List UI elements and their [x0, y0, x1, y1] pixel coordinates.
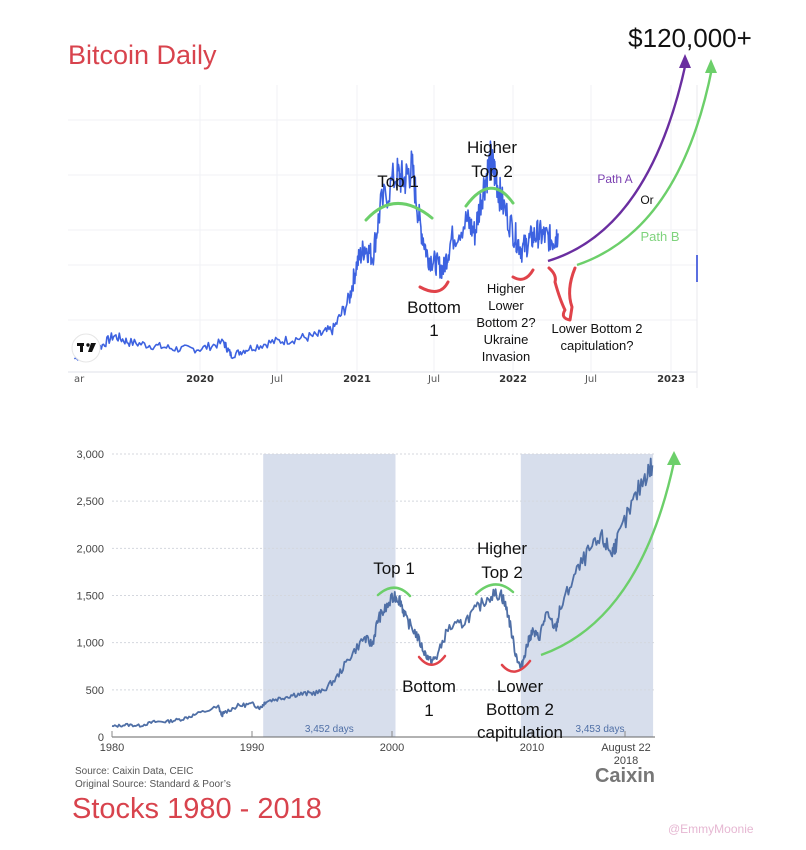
- stk-annotation-lower-bottom2-line: capitulation: [477, 723, 563, 742]
- annotation-top2: Top 2: [471, 162, 513, 181]
- annotation-bottom: Bottom: [407, 298, 461, 317]
- stk-annotation-top1: Top 1: [373, 559, 415, 578]
- stk-region-days-label: 3,453 days: [576, 724, 625, 735]
- stk-x-tick-label-year: 2018: [614, 755, 638, 767]
- annotation-bottom2-line: Invasion: [482, 349, 530, 364]
- caixin-logo: Caixin: [595, 765, 655, 787]
- bottom2-red-arc: [511, 268, 535, 281]
- stk-annotation-lower-bottom2-line: Bottom 2: [486, 700, 554, 719]
- btc-x-tick-label: ar: [74, 374, 85, 385]
- stk-price-line: [111, 457, 654, 728]
- btc-x-tick-label: 2021: [343, 374, 371, 385]
- lower-bottom2-red-squiggle: [547, 266, 577, 322]
- btc-x-tick-labels: ar 2020 Jul 2021 Jul 2022 Jul 2023: [74, 374, 685, 385]
- stk-y-tick-label: 500: [86, 685, 104, 697]
- btc-x-tick-label: 2020: [186, 374, 214, 385]
- stk-source-line: Source: Caixin Data, CEIC: [75, 766, 193, 777]
- stk-x-tick-label: 1980: [100, 742, 124, 754]
- stk-top2-green-arc: [474, 583, 515, 596]
- annotation-path-a: Path A: [597, 172, 632, 186]
- stk-annotation-top2: Top 2: [481, 563, 523, 582]
- annotation-bottom2-line: Lower: [488, 298, 524, 313]
- stk-annotation-bottom: Bottom: [402, 677, 456, 696]
- annotation-target-price: $120,000+: [628, 23, 752, 53]
- stk-green-arrow: [540, 461, 676, 657]
- annotation-bottom2-line: Ukraine: [484, 332, 529, 347]
- annotation-or: Or: [640, 193, 653, 207]
- stk-annotation-lower-bottom2-line: Lower: [497, 677, 544, 696]
- annotation-higher: Higher: [467, 138, 517, 157]
- stk-region-labels: 3,452 days 3,453 days: [305, 724, 625, 735]
- annotation-bottom2-line: Higher: [487, 281, 526, 296]
- stk-bottom2-red-arc: [500, 659, 532, 673]
- bottom1-red-arc: [418, 280, 450, 293]
- stk-y-tick-label: 2,000: [76, 543, 104, 555]
- btc-chart-title: Bitcoin Daily: [68, 40, 217, 70]
- annotation-bottom2-line: Bottom 2?: [476, 315, 535, 330]
- top2-green-arc: [464, 186, 515, 208]
- annotation-top1: Top 1: [377, 172, 419, 191]
- path-b-arrowhead-icon: [705, 59, 717, 73]
- path-b-green-arrow: [576, 67, 714, 267]
- stk-x-tick-label: 2010: [520, 742, 544, 754]
- stk-y-tick-label: 1,000: [76, 638, 104, 650]
- annotation-bottom2-ukraine: Higher Lower Bottom 2? Ukraine Invasion: [476, 281, 535, 364]
- stk-y-tick-label: 1,500: [76, 591, 104, 603]
- btc-x-tick-label: Jul: [427, 374, 440, 385]
- annotation-lower-bottom2-line: capitulation?: [561, 338, 634, 353]
- btc-x-tick-label: Jul: [270, 374, 283, 385]
- stocks-chart: 0 500 1,000 1,500 2,000 2,500 3,000 1980 1990 20…: [75, 449, 681, 790]
- stk-x-tick-label: 2000: [380, 742, 404, 754]
- btc-x-tick-label: 2023: [657, 374, 685, 385]
- stk-top1-green-arc: [376, 586, 412, 598]
- path-a-purple-arrow: [547, 61, 688, 263]
- stk-x-tick-label: August 22: [601, 742, 651, 754]
- stk-source-line: Original Source: Standard & Poor’s: [75, 779, 231, 790]
- stk-annotation-higher: Higher: [477, 539, 527, 558]
- stk-annotation-bottom-number: 1: [424, 701, 433, 720]
- stk-x-tick-label: 1990: [240, 742, 264, 754]
- top1-green-arc: [364, 202, 434, 222]
- btc-x-tick-label: 2022: [499, 374, 527, 385]
- stk-arrowhead-icon: [667, 451, 681, 465]
- path-a-arrowhead-icon: [679, 54, 691, 68]
- annotation-path-b: Path B: [640, 229, 679, 244]
- tradingview-logo-icon: [71, 333, 101, 363]
- btc-x-tick-label: Jul: [584, 374, 597, 385]
- watermark: @EmmyMoonie: [668, 822, 754, 836]
- stk-region-days-label: 3,452 days: [305, 724, 354, 735]
- annotation-lower-bottom2-line: Lower Bottom 2: [551, 321, 642, 336]
- stk-y-tick-label: 3,000: [76, 449, 104, 461]
- btc-plot-area: [68, 85, 698, 373]
- stk-annotation-lower-bottom2: Lower Bottom 2 capitulation: [477, 677, 563, 742]
- stk-chart-title: Stocks 1980 - 2018: [72, 793, 322, 825]
- annotation-lower-bottom2: Lower Bottom 2 capitulation?: [551, 321, 642, 353]
- btc-price-line: [73, 140, 559, 361]
- stk-y-tick-label: 2,500: [76, 496, 104, 508]
- stk-source-notes: Source: Caixin Data, CEIC Original Source…: [75, 766, 231, 790]
- stk-y-tick-label: 0: [98, 732, 104, 744]
- bitcoin-chart: ar 2020 Jul 2021 Jul 2022 Jul 2023 Top 1 Higher…: [68, 23, 752, 388]
- stk-y-tick-labels: 0 500 1,000 1,500 2,000 2,500 3,000: [76, 449, 104, 744]
- annotation-bottom-number: 1: [429, 321, 438, 340]
- stk-bottom1-red-arc: [417, 654, 447, 666]
